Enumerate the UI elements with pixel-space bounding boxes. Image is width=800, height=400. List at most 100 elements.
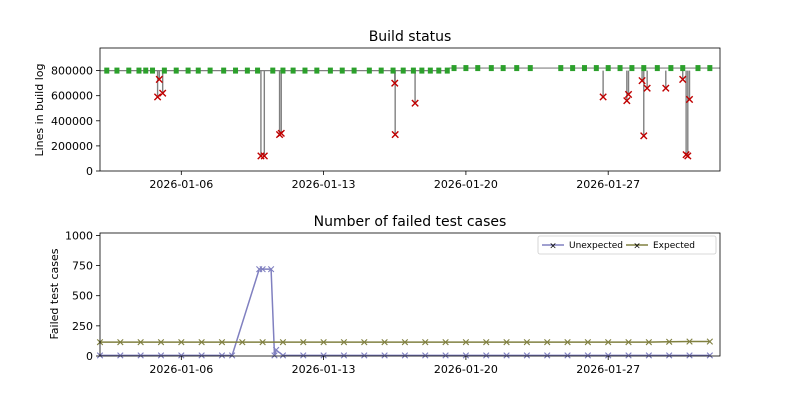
series-marker-expected (178, 338, 185, 346)
x-tick-label: 2026-01-13 (292, 363, 356, 376)
y-tick-label: 1000 (65, 229, 93, 242)
series-marker-expected (137, 338, 144, 346)
failed-build-marker (623, 97, 631, 105)
series-marker-unexpected (564, 352, 571, 359)
successful-build-marker (195, 67, 201, 74)
successful-build-marker (410, 67, 416, 74)
build-status-y-axis-label: Lines in build log (33, 64, 46, 157)
series-marker-expected (218, 338, 226, 346)
x-tick-label: 2026-01-20 (434, 363, 498, 376)
successful-build-marker (114, 67, 120, 74)
failed-build-marker (158, 89, 167, 97)
series-marker-expected (665, 338, 673, 345)
series-marker-expected (442, 338, 449, 346)
failed-tests-legend: × Unexpected × Expected (537, 235, 717, 255)
failed-build-marker (685, 95, 694, 104)
successful-build-marker (280, 67, 286, 74)
successful-build-marker (654, 65, 660, 72)
series-marker-unexpected (267, 265, 275, 273)
successful-build-marker (270, 67, 276, 74)
failed-tests-axes-frame (99, 232, 721, 357)
successful-build-marker (427, 67, 433, 74)
y-tick-label: 800000 (51, 65, 93, 78)
series-marker-unexpected (625, 352, 632, 359)
successful-build-marker (475, 65, 481, 72)
failed-tests-panel: Number of failed test cases Failed test … (48, 214, 721, 376)
series-marker-unexpected (300, 352, 307, 359)
successful-build-marker (390, 67, 396, 74)
y-tick-label: 0 (86, 350, 93, 363)
build-status-axes-frame (99, 47, 721, 172)
successful-build-marker (581, 65, 587, 72)
successful-build-marker (695, 65, 701, 72)
failed-build-marker (391, 79, 399, 87)
series-marker-expected (320, 338, 327, 346)
series-marker-expected (422, 338, 429, 346)
successful-build-marker (207, 67, 213, 74)
failed-build-marker (155, 75, 163, 84)
y-tick-label: 750 (72, 260, 93, 273)
series-marker-expected (503, 338, 510, 346)
failed-build-marker (277, 129, 285, 138)
failed-build-marker (624, 90, 633, 99)
successful-build-marker (617, 65, 623, 72)
successful-build-marker (436, 67, 442, 74)
series-marker-expected (645, 338, 653, 346)
successful-build-marker (444, 67, 450, 74)
series-marker-expected (544, 338, 551, 346)
successful-build-marker (314, 67, 320, 74)
series-marker-expected (483, 338, 490, 346)
failed-build-marker (391, 130, 399, 139)
failed-tests-y-axis-label: Failed test cases (48, 248, 61, 339)
successful-build-marker (707, 65, 713, 72)
series-marker-expected (259, 338, 266, 346)
x-tick-label: 2026-01-06 (149, 178, 213, 191)
y-tick-label: 200000 (51, 140, 93, 153)
successful-build-marker (126, 67, 132, 74)
successful-build-marker (161, 67, 167, 74)
series-marker-unexpected (340, 352, 348, 359)
legend-unexpected-label: Unexpected (569, 241, 623, 251)
series-marker-unexpected (523, 352, 531, 359)
series-marker-expected (686, 338, 693, 345)
series-marker-unexpected (178, 352, 185, 359)
failed-build-marker (411, 99, 419, 107)
series-marker-unexpected (442, 352, 449, 359)
successful-build-marker (378, 67, 384, 74)
series-marker-expected (401, 338, 409, 346)
series-marker-unexpected (665, 352, 673, 359)
series-marker-unexpected (228, 352, 236, 359)
series-marker-expected (300, 338, 307, 346)
series-marker-unexpected (584, 352, 592, 359)
failed-tests-x-ticks: 2026-01-06 2026-01-13 2026-01-20 2026-01-27 (149, 356, 640, 376)
successful-build-marker (244, 67, 250, 74)
failed-tests-y-ticks: 0 250 500 750 1000 (65, 229, 100, 363)
series-marker-unexpected (645, 352, 653, 359)
series-marker-expected (706, 338, 714, 345)
x-tick-label: 2026-01-06 (149, 363, 213, 376)
series-marker-expected (198, 338, 205, 346)
successful-build-marker (500, 65, 506, 72)
successful-build-marker (327, 67, 333, 74)
series-marker-expected (361, 338, 368, 346)
series-marker-unexpected (137, 352, 144, 359)
successful-build-marker (605, 65, 611, 72)
successful-build-marker (451, 65, 457, 72)
series-marker-expected (564, 338, 571, 346)
legend-expected-marker: × (633, 242, 641, 252)
series-marker-unexpected (503, 352, 510, 359)
build-status-y-ticks: 0 200000 400000 600000 800000 (51, 65, 100, 178)
x-tick-label: 2026-01-20 (434, 178, 498, 191)
build-status-title: Build status (369, 29, 452, 45)
successful-build-marker (570, 65, 576, 72)
successful-build-marker (680, 65, 686, 72)
series-marker-unexpected (706, 352, 714, 359)
failed-tests-title: Number of failed test cases (314, 214, 507, 230)
series-marker-unexpected (271, 352, 278, 359)
y-tick-label: 0 (86, 165, 93, 178)
series-marker-expected (239, 338, 246, 346)
series-marker-expected (157, 338, 165, 346)
series-marker-unexpected (483, 352, 490, 359)
successful-build-marker (339, 67, 345, 74)
